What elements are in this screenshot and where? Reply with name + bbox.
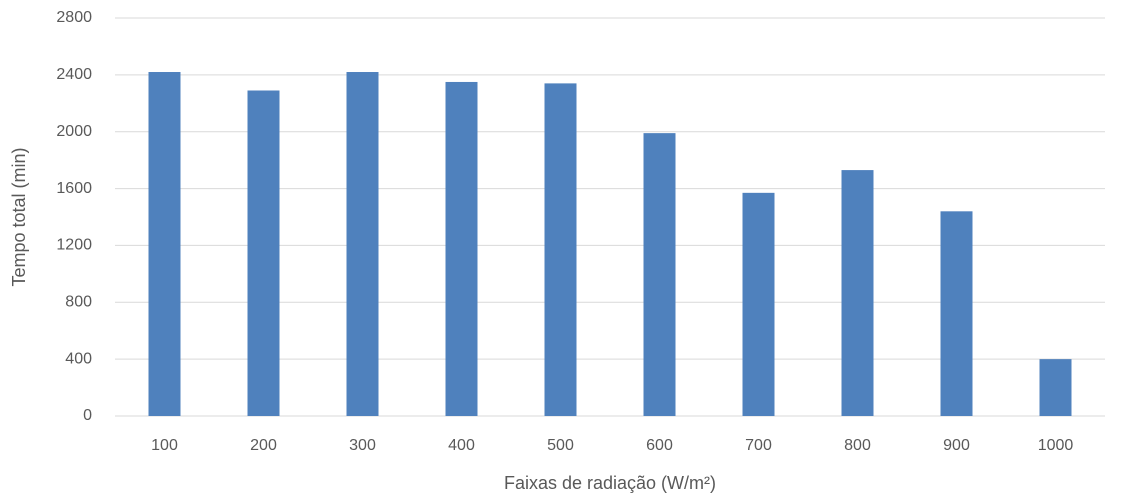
y-tick-label: 0: [83, 407, 92, 424]
x-tick-label: 1000: [1038, 437, 1074, 454]
y-tick-label: 800: [65, 294, 92, 311]
x-axis-title: Faixas de radiação (W/m²): [504, 473, 716, 493]
x-tick-label: 100: [151, 437, 178, 454]
bar: [940, 211, 973, 416]
bar: [742, 192, 775, 416]
x-tick-label: 900: [943, 437, 970, 454]
bar: [346, 72, 379, 416]
x-tick-label: 300: [349, 437, 376, 454]
x-tick-label: 200: [250, 437, 277, 454]
y-tick-label: 2400: [56, 66, 92, 83]
bar: [841, 170, 874, 416]
bar: [1039, 359, 1072, 416]
y-tick-label: 1200: [56, 237, 92, 254]
x-tick-label: 600: [646, 437, 673, 454]
y-tick-label: 2000: [56, 123, 92, 140]
y-axis-title: Tempo total (min): [9, 147, 29, 286]
bar: [643, 133, 676, 416]
y-tick-label: 1600: [56, 180, 92, 197]
y-tick-label: 2800: [56, 9, 92, 26]
y-tick-label: 400: [65, 350, 92, 367]
x-tick-label: 800: [844, 437, 871, 454]
x-tick-label: 400: [448, 437, 475, 454]
bar: [445, 81, 478, 416]
bar: [544, 83, 577, 416]
x-tick-label: 700: [745, 437, 772, 454]
x-tick-label: 500: [547, 437, 574, 454]
bar: [247, 90, 280, 416]
bar: [148, 72, 181, 416]
